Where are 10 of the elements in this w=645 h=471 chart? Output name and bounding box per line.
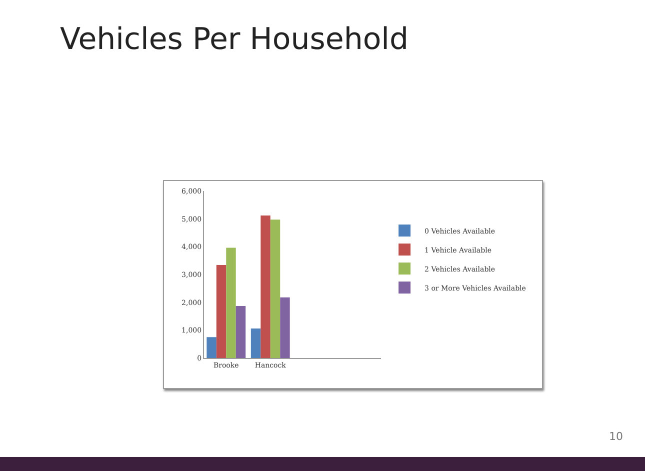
bar [216, 265, 226, 358]
bar [280, 297, 290, 358]
bar [206, 337, 216, 358]
bar [250, 328, 261, 358]
chart-title: Vehicles Per Household [60, 22, 409, 57]
bar [270, 220, 280, 358]
bar [236, 306, 246, 358]
bar [260, 215, 270, 358]
bar [226, 248, 236, 358]
text: 10 [609, 430, 623, 443]
